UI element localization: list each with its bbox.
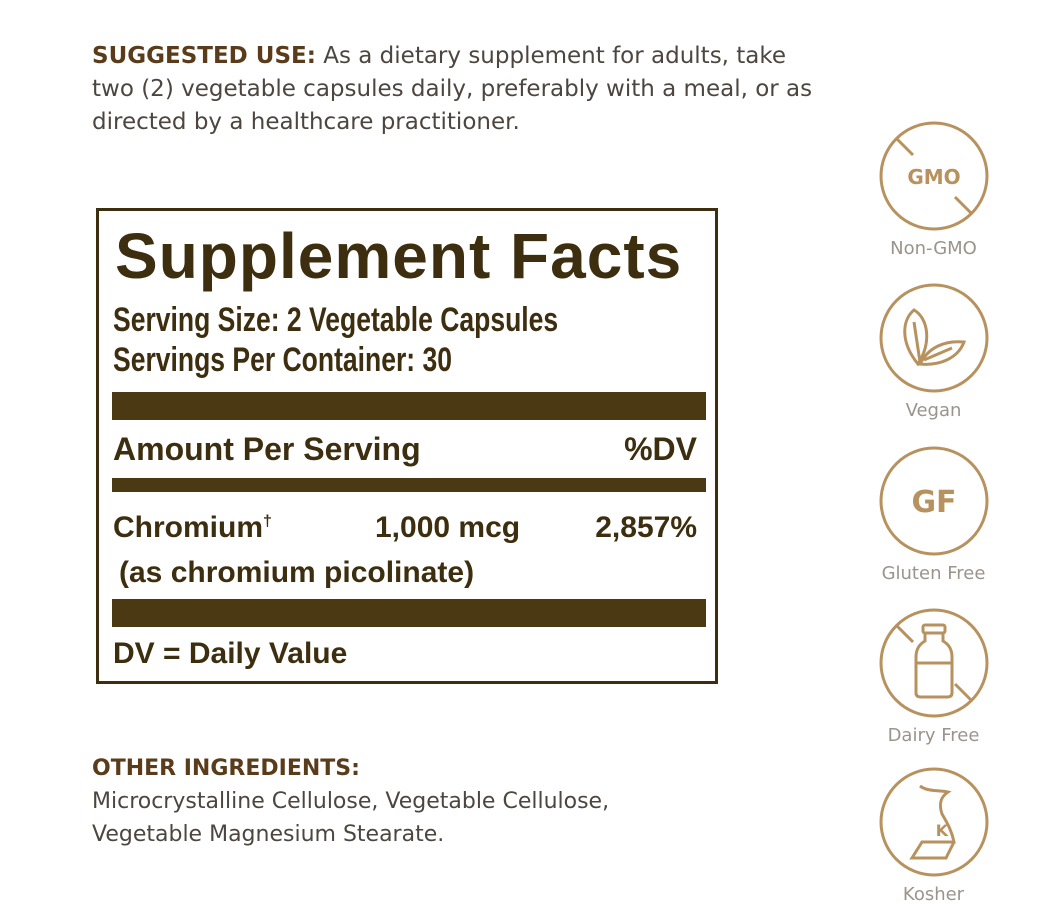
divider-thick xyxy=(112,599,706,627)
servings-per-container: Servings Per Container: 30 xyxy=(113,341,452,379)
gluten-free-icon: GF xyxy=(879,446,988,556)
badge-label: Non-GMO xyxy=(890,238,977,259)
dv-header: %DV xyxy=(624,431,697,467)
badge-non-gmo: GMO Non-GMO xyxy=(876,120,991,259)
badge-label: Gluten Free xyxy=(881,563,986,584)
svg-text:GMO: GMO xyxy=(907,165,960,189)
serving-size: Serving Size: 2 Vegetable Capsules xyxy=(113,301,559,339)
ingredient-row: Chromium† 1,000 mcg 2,857% xyxy=(113,511,701,545)
suggested-use: SUGGESTED USE: As a dietary supplement f… xyxy=(92,40,832,139)
non-gmo-icon: GMO xyxy=(879,121,988,231)
footnote: DV = Daily Value xyxy=(113,637,348,670)
badge-dairy-free: Dairy Free xyxy=(876,607,991,746)
suggested-use-heading: SUGGESTED USE: xyxy=(92,43,316,69)
svg-text:GF: GF xyxy=(911,485,956,520)
ingredient-dv: 2,857% xyxy=(595,511,697,544)
badge-label: Dairy Free xyxy=(887,725,980,746)
divider-medium xyxy=(112,478,706,492)
supplement-facts-panel: Supplement Facts Serving Size: 2 Vegetab… xyxy=(96,208,718,684)
facts-title: Supplement Facts xyxy=(115,220,683,292)
ingredient-source: (as chromium picolinate) xyxy=(119,556,475,589)
ingredient-name: Chromium xyxy=(113,511,263,544)
ingredient-amount: 1,000 mcg xyxy=(375,511,521,544)
svg-text:K: K xyxy=(935,821,948,840)
ingredient-mark: † xyxy=(263,513,272,530)
other-ingredients-line: Microcrystalline Cellulose, Vegetable Ce… xyxy=(92,789,610,814)
leaf-icon xyxy=(879,283,988,393)
suggested-use-text: As a dietary supplement for adults, take… xyxy=(92,43,813,135)
badge-label: Vegan xyxy=(905,400,962,421)
badge-kosher: K Kosher xyxy=(876,766,991,905)
milk-bottle-crossed-icon xyxy=(879,608,988,718)
badge-vegan: Vegan xyxy=(876,282,991,421)
divider-thick xyxy=(112,392,706,420)
other-ingredients-heading: OTHER INGREDIENTS: xyxy=(92,756,360,781)
other-ingredients-line: Vegetable Magnesium Stearate. xyxy=(92,822,445,847)
amount-header: Amount Per Serving xyxy=(113,431,421,467)
badge-gluten-free: GF Gluten Free xyxy=(876,445,991,584)
badge-label: Kosher xyxy=(902,884,965,905)
amount-header-row: Amount Per Serving %DV xyxy=(113,431,701,468)
kosher-icon: K xyxy=(879,767,988,877)
other-ingredients: OTHER INGREDIENTS: Microcrystalline Cell… xyxy=(92,752,609,851)
